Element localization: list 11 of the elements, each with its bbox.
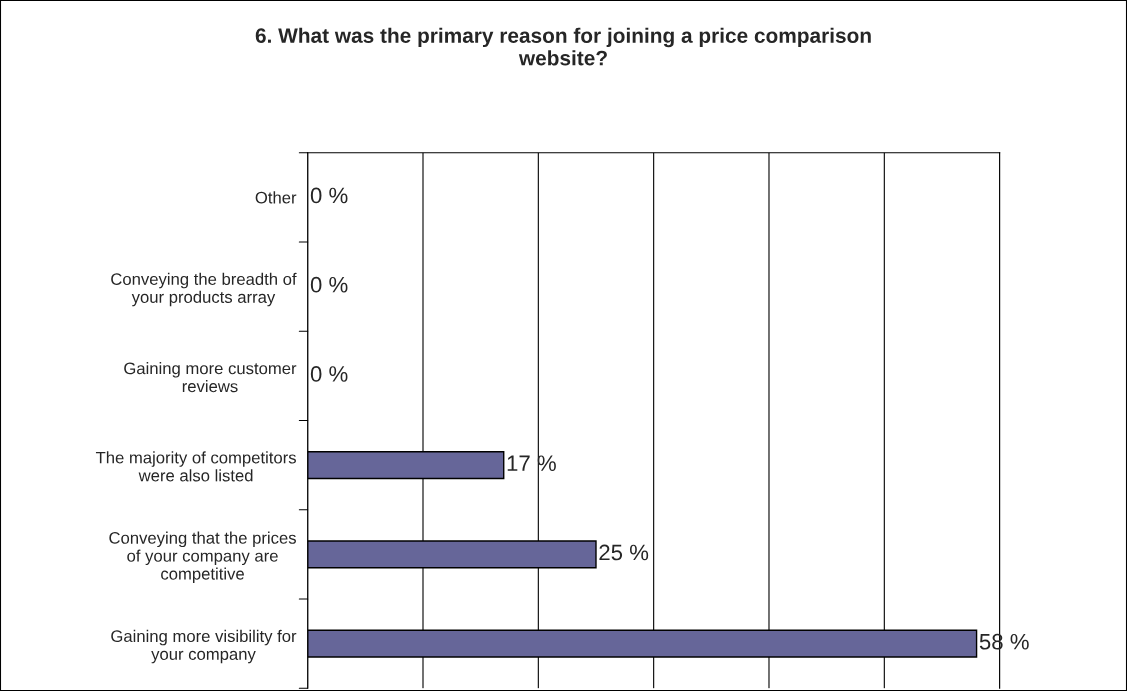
data-label: 0 % bbox=[310, 366, 348, 382]
data-label: 25 % bbox=[599, 544, 649, 561]
data-label: 0 % bbox=[310, 187, 348, 204]
y-tick-label: Gaining more visibility for your company bbox=[111, 629, 297, 664]
y-tick-label: Conveying the breadth of your products array bbox=[111, 272, 297, 307]
y-tick-label: Conveying that the prices of your company are competitive bbox=[109, 531, 296, 584]
chart-title: 6. What was the primary reason for joining a price comparison website? bbox=[255, 27, 871, 66]
y-tick-label: The majority of competitors were also listed bbox=[95, 451, 296, 482]
y-tick-label: Other bbox=[255, 191, 297, 204]
y-tick-label: Gaining more customer reviews bbox=[124, 362, 297, 393]
data-label: 0 % bbox=[310, 276, 348, 293]
